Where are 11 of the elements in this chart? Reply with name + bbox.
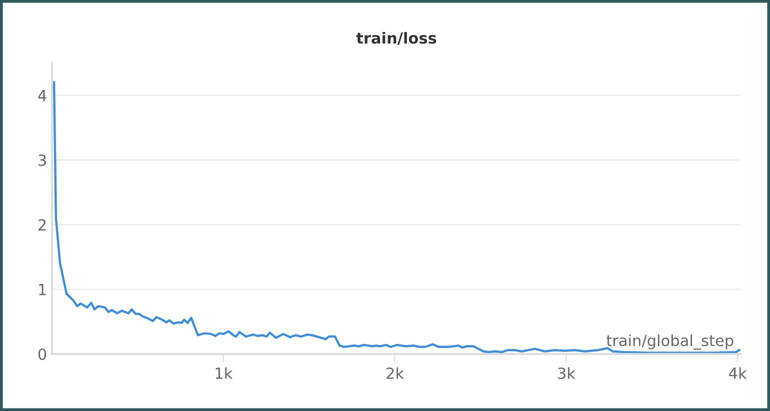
y-tick-label: 4 — [38, 90, 46, 102]
y-tick-label: 1 — [39, 284, 46, 296]
x-tick-label: 3k — [558, 367, 576, 380]
x-tick-label: 2k — [386, 367, 404, 379]
x-axis-title: train/global_step — [606, 334, 734, 350]
y-tick-label: 3 — [38, 154, 46, 166]
y-tick-label: 2 — [38, 219, 46, 230]
chart-title: train/loss — [356, 32, 436, 45]
x-tick-label: 4k — [729, 367, 747, 379]
x-tick-label: 1k — [216, 367, 233, 379]
y-tick-label: 0 — [38, 348, 46, 360]
